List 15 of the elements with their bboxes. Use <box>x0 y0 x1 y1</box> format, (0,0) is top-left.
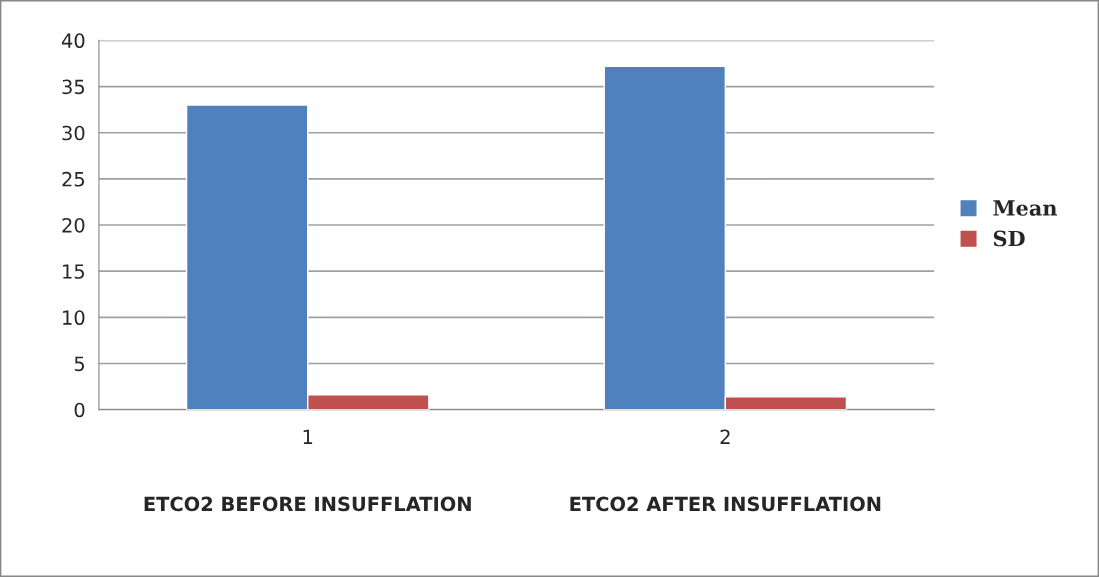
y-tick-label: 10 <box>63 310 85 326</box>
y-tick-label: 40 <box>61 33 85 49</box>
y-tick-label: 30 <box>62 125 85 141</box>
y-tick-label: 25 <box>62 171 85 187</box>
y-tick-label: 0 <box>74 402 85 418</box>
x-tick-label: 2 <box>720 429 730 444</box>
text: ETCO2 BEFORE INSUFFLATION <box>144 496 471 512</box>
text: ETCO2 AFTER INSUFFLATION <box>570 496 881 512</box>
y-tick-label: 35 <box>62 79 85 95</box>
x-tick-label: 1 <box>303 429 313 444</box>
y-tick-label: 20 <box>62 217 85 233</box>
legend-label: SD <box>993 230 1025 247</box>
legend-label: Mean <box>993 200 1057 216</box>
y-tick-label: 5 <box>74 356 85 372</box>
y-tick-label: 15 <box>63 264 85 279</box>
